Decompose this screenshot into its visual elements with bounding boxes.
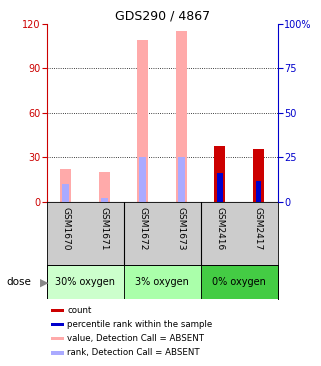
Bar <box>51 322 64 326</box>
Text: GSM1672: GSM1672 <box>138 207 147 250</box>
Bar <box>217 173 222 202</box>
Bar <box>51 336 64 340</box>
Text: 3% oxygen: 3% oxygen <box>135 277 189 287</box>
Bar <box>60 169 71 202</box>
Bar <box>201 265 278 299</box>
Text: 30% oxygen: 30% oxygen <box>55 277 115 287</box>
Bar <box>124 265 201 299</box>
Bar <box>139 157 146 202</box>
Text: value, Detection Call = ABSENT: value, Detection Call = ABSENT <box>67 334 204 343</box>
Text: ▶: ▶ <box>40 277 49 287</box>
Text: count: count <box>67 306 92 315</box>
Bar <box>253 149 264 202</box>
Bar <box>51 351 64 355</box>
Text: GSM2417: GSM2417 <box>254 207 263 250</box>
Bar <box>178 157 185 202</box>
Text: rank, Detection Call = ABSENT: rank, Detection Call = ABSENT <box>67 348 200 357</box>
Bar <box>214 146 225 202</box>
Bar <box>99 172 110 202</box>
Text: dose: dose <box>6 277 31 287</box>
Text: GSM2416: GSM2416 <box>215 207 224 250</box>
Bar <box>101 198 108 202</box>
Text: GSM1673: GSM1673 <box>177 207 186 251</box>
Text: GSM1671: GSM1671 <box>100 207 109 251</box>
Text: GSM1670: GSM1670 <box>61 207 70 251</box>
Bar <box>62 184 69 202</box>
Bar <box>176 31 187 202</box>
Text: percentile rank within the sample: percentile rank within the sample <box>67 320 213 329</box>
Bar <box>47 265 124 299</box>
Title: GDS290 / 4867: GDS290 / 4867 <box>115 10 210 23</box>
Text: 0% oxygen: 0% oxygen <box>212 277 266 287</box>
Bar <box>137 40 148 202</box>
Bar <box>256 180 261 202</box>
Bar <box>51 309 64 312</box>
